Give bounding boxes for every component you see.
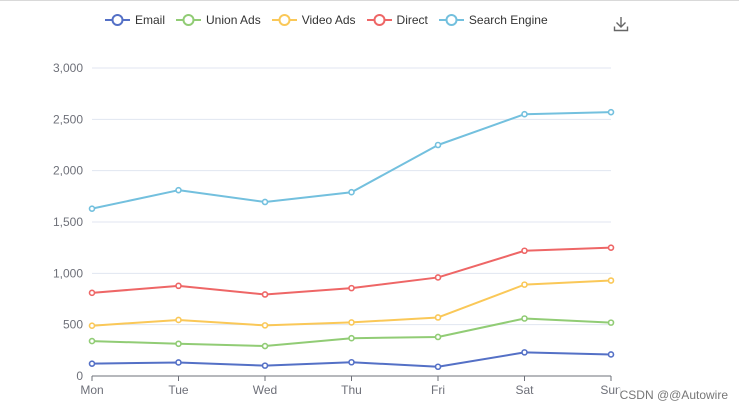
data-point <box>175 186 182 194</box>
data-point <box>348 284 355 292</box>
legend-item[interactable]: Union Ads <box>176 13 261 27</box>
download-icon[interactable] <box>612 15 630 33</box>
legend-line-icon <box>438 14 464 26</box>
y-tick-label: 2,000 <box>53 164 83 178</box>
data-point <box>261 322 269 329</box>
y-tick-label: 2,500 <box>53 112 83 126</box>
data-point <box>88 289 96 297</box>
legend-label: Search Engine <box>468 13 548 27</box>
y-tick-label: 0 <box>76 369 83 383</box>
data-point <box>434 363 442 371</box>
top-border <box>0 0 739 1</box>
watermark-text: CSDN @@Autowire <box>617 388 730 402</box>
x-tick-label: Tue <box>168 383 189 397</box>
legend-line-icon <box>271 14 297 26</box>
x-tick-label: Mon <box>80 383 103 397</box>
data-point <box>348 188 355 196</box>
legend-label: Email <box>135 13 166 27</box>
data-point <box>521 349 528 356</box>
legend-label: Video Ads <box>301 13 356 27</box>
download-icon-graphic <box>613 17 629 32</box>
data-point <box>434 314 442 321</box>
chart-legend: Email Union Ads Video Ads Direct Search Engi… <box>105 11 559 29</box>
x-tick-label: Sat <box>515 383 534 397</box>
y-tick-label: 1,500 <box>53 215 83 229</box>
x-tick-label: Wed <box>253 383 277 397</box>
data-point <box>434 141 442 149</box>
y-tick-label: 3,000 <box>53 61 83 75</box>
data-point <box>348 358 355 366</box>
y-tick-label: 1,000 <box>53 266 83 280</box>
legend-label: Union Ads <box>206 13 261 27</box>
data-point <box>521 247 528 255</box>
data-point <box>88 322 96 329</box>
data-point <box>175 340 182 348</box>
legend-label: Direct <box>396 13 428 27</box>
legend-line-icon <box>105 14 130 26</box>
legend-item[interactable]: Direct <box>366 13 428 27</box>
data-point <box>434 274 442 281</box>
data-point <box>261 291 269 298</box>
legend-line-icon <box>176 14 202 26</box>
legend-item[interactable]: Search Engine <box>438 13 548 27</box>
data-point <box>521 110 528 118</box>
legend-item[interactable]: Email <box>105 13 165 27</box>
data-point <box>607 244 615 251</box>
x-tick-label: Sun <box>600 383 621 397</box>
data-point <box>261 362 269 369</box>
y-tick-label: 500 <box>63 318 83 332</box>
x-tick-label: Thu <box>341 383 362 397</box>
data-point <box>607 351 615 358</box>
data-point <box>175 282 182 290</box>
data-point <box>175 316 182 324</box>
data-point <box>521 281 528 288</box>
data-point <box>261 342 269 350</box>
data-point <box>348 334 355 342</box>
data-point <box>88 205 96 212</box>
legend-item[interactable]: Video Ads <box>271 13 356 27</box>
data-point <box>175 359 182 366</box>
data-point <box>88 337 96 345</box>
data-point <box>607 108 615 116</box>
data-point <box>434 333 442 341</box>
x-tick-label: Fri <box>431 383 445 397</box>
data-point <box>607 277 615 284</box>
data-point <box>521 315 528 322</box>
data-point <box>607 319 615 326</box>
data-point <box>348 319 355 326</box>
data-point <box>88 360 96 367</box>
data-point <box>261 198 269 206</box>
legend-line-icon <box>366 14 392 26</box>
